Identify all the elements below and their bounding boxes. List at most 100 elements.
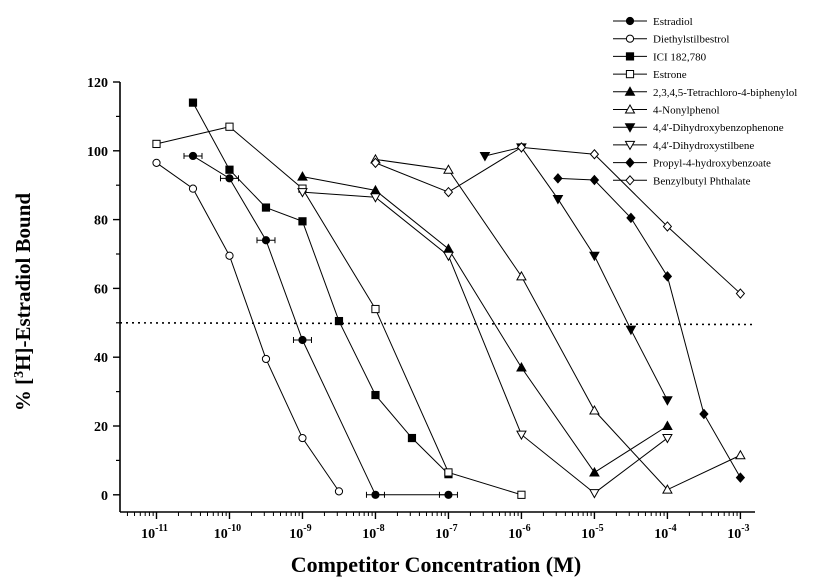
data-point bbox=[443, 164, 454, 174]
y-axis-title: % [3H]-Estradiol Bound bbox=[11, 193, 35, 412]
x-axis-title: Competitor Concentration (M) bbox=[291, 552, 581, 577]
data-point bbox=[370, 157, 381, 169]
y-tick-label: 80 bbox=[94, 214, 108, 229]
series-line bbox=[192, 155, 449, 496]
data-point bbox=[225, 174, 234, 183]
x-tick-label: 10-5 bbox=[581, 523, 603, 542]
data-point bbox=[589, 489, 600, 499]
data-point bbox=[443, 243, 454, 253]
series-line bbox=[156, 162, 340, 492]
data-point bbox=[261, 203, 271, 212]
series-line bbox=[192, 102, 449, 475]
legend-label: 2,3,4,5-Tetrachloro-4-biphenylol bbox=[653, 87, 797, 99]
legend-marker bbox=[624, 103, 636, 114]
y-tick-label: 120 bbox=[87, 76, 108, 91]
legend-marker bbox=[625, 175, 635, 186]
y-tick-label: 100 bbox=[87, 145, 108, 160]
data-point bbox=[261, 236, 271, 245]
data-point bbox=[662, 271, 673, 282]
data-point bbox=[297, 171, 308, 181]
data-point bbox=[626, 212, 636, 224]
legend-item-estrone: Estrone bbox=[613, 69, 687, 81]
data-point bbox=[516, 362, 527, 372]
legend-item-benzylbutyl-phthalate: Benzylbutyl Phthalate bbox=[613, 175, 751, 187]
x-tick-label: 10-8 bbox=[362, 523, 384, 542]
y-axis-title-prefix: % [ bbox=[11, 378, 35, 411]
x-tick-label: 10-4 bbox=[654, 523, 676, 542]
data-point bbox=[516, 430, 527, 441]
data-point bbox=[298, 217, 307, 226]
data-point bbox=[589, 251, 600, 262]
legend-label: Estrone bbox=[653, 69, 687, 81]
legend-item-ici-182-780: ICI 182,780 bbox=[613, 51, 707, 63]
series-line bbox=[156, 126, 522, 496]
legend-label: Benzylbutyl Phthalate bbox=[653, 175, 751, 187]
reference-line-50 bbox=[119, 321, 756, 326]
data-point bbox=[516, 142, 527, 153]
y-tick-label: 40 bbox=[94, 351, 108, 366]
legend-item-diethylstilbestrol: Diethylstilbestrol bbox=[613, 34, 729, 46]
legend-item-4-nonylphenol: 4-Nonylphenol bbox=[613, 103, 720, 117]
legend-marker bbox=[625, 70, 635, 79]
data-point bbox=[589, 466, 600, 477]
legend-marker bbox=[624, 140, 636, 151]
data-point bbox=[225, 251, 234, 260]
data-point bbox=[735, 449, 746, 460]
series-line bbox=[375, 146, 741, 294]
legend-marker bbox=[625, 52, 635, 61]
data-point bbox=[517, 490, 526, 499]
series-ici-182-780 bbox=[188, 98, 453, 479]
legend-marker bbox=[624, 86, 636, 96]
series-estradiol bbox=[183, 151, 458, 499]
x-tick-label: 10-10 bbox=[214, 523, 241, 542]
data-point bbox=[370, 193, 381, 203]
data-point bbox=[662, 484, 673, 494]
data-point bbox=[443, 251, 454, 262]
data-point bbox=[371, 490, 380, 499]
data-point bbox=[371, 304, 380, 314]
series-line bbox=[302, 191, 668, 494]
legend-label: 4,4'-Dihydroxybenzophenone bbox=[653, 122, 784, 134]
data-point bbox=[334, 487, 344, 496]
legend-label: 4-Nonylphenol bbox=[653, 105, 720, 117]
series-line bbox=[557, 177, 741, 478]
data-point bbox=[662, 396, 673, 406]
data-point bbox=[298, 335, 307, 345]
data-point bbox=[188, 184, 198, 193]
data-point bbox=[188, 151, 198, 161]
series-diethylstilbestrol bbox=[152, 158, 344, 496]
legend-label: Diethylstilbestrol bbox=[653, 34, 729, 46]
legend-label: Estradiol bbox=[653, 16, 693, 28]
legend-marker bbox=[625, 34, 635, 43]
data-point bbox=[444, 490, 453, 499]
x-tick-label: 10-11 bbox=[141, 523, 168, 542]
series-line bbox=[484, 146, 668, 401]
data-point bbox=[444, 468, 453, 477]
series-line bbox=[375, 158, 741, 491]
data-point bbox=[735, 472, 746, 483]
legend-item-4-4-dihydroxystilbene: 4,4'-Dihydroxystilbene bbox=[613, 140, 754, 152]
data-point bbox=[188, 98, 198, 107]
legend-item-estradiol: Estradiol bbox=[613, 16, 693, 28]
series-4-4-dihydroxystilbene bbox=[297, 188, 673, 499]
data-point bbox=[225, 165, 234, 174]
data-point bbox=[589, 174, 600, 186]
data-point bbox=[152, 139, 161, 149]
data-point bbox=[589, 405, 600, 415]
y-axis-title-suffix: H]-Estradiol Bound bbox=[11, 193, 35, 371]
data-point bbox=[443, 186, 454, 198]
data-point bbox=[297, 188, 308, 198]
series-line bbox=[302, 176, 668, 474]
y-tick-label: 20 bbox=[94, 420, 108, 435]
legend-item-4-4-dihydroxybenzophenone: 4,4'-Dihydroxybenzophenone bbox=[613, 122, 784, 134]
data-point bbox=[589, 148, 600, 160]
legend-label: 4,4'-Dihydroxystilbene bbox=[653, 140, 754, 152]
data-point bbox=[662, 221, 673, 232]
x-tick-label: 10-7 bbox=[435, 523, 457, 542]
series-4-4-dihydroxybenzophenone bbox=[479, 143, 673, 406]
data-point bbox=[516, 270, 527, 281]
legend-item-propyl-4-hydroxybenzoate: Propyl-4-hydroxybenzoate bbox=[613, 157, 771, 170]
data-point bbox=[553, 173, 563, 184]
data-point bbox=[261, 354, 271, 364]
